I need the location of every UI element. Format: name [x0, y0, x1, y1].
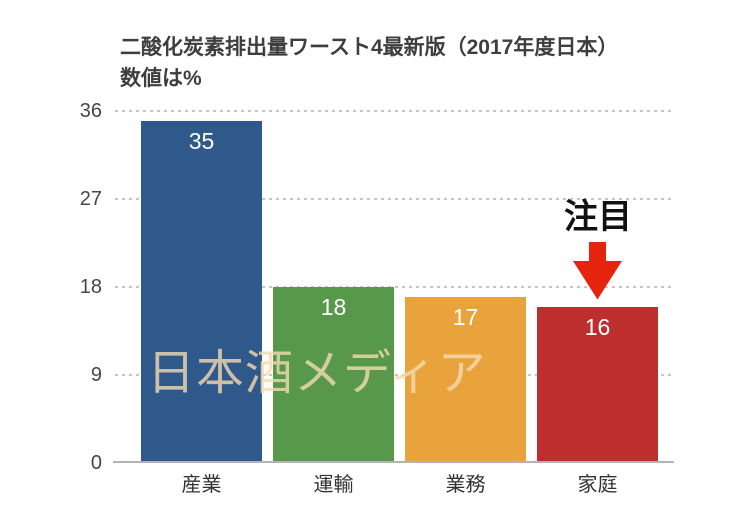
attention-label: 注目	[564, 198, 632, 236]
bar-value-label: 17	[452, 303, 479, 330]
y-tick-label: 36	[79, 100, 102, 122]
y-tick-label: 18	[79, 276, 102, 298]
bar	[273, 287, 394, 463]
y-tick-label: 9	[90, 364, 102, 386]
x-axis-label: 運輸	[313, 474, 354, 496]
x-axis-label: 産業	[181, 474, 222, 496]
down-arrow-icon	[573, 242, 623, 300]
gridline	[115, 110, 672, 112]
x-axis-label: 業務	[445, 474, 486, 496]
x-axis-line	[113, 461, 674, 463]
chart-title-block: 二酸化炭素排出量ワースト4最新版（2017年度日本） 数値は%	[120, 32, 618, 94]
watermark: 日本酒メディア	[147, 347, 487, 400]
bar	[141, 120, 262, 463]
x-axis-label: 家庭	[577, 474, 618, 496]
down-arrow-shape	[573, 242, 622, 300]
bar	[537, 306, 658, 463]
gridline	[115, 198, 672, 200]
bar-value-label: 35	[188, 127, 215, 154]
bar-value-label: 18	[320, 294, 347, 320]
bar	[405, 296, 526, 463]
y-tick-label: 0	[90, 452, 102, 474]
y-tick-label: 27	[79, 188, 102, 210]
chart-subtitle: 数値は%	[120, 67, 202, 90]
chart-title: 二酸化炭素排出量ワースト4最新版（2017年度日本）	[120, 36, 619, 59]
bar-value-label: 16	[584, 313, 611, 340]
